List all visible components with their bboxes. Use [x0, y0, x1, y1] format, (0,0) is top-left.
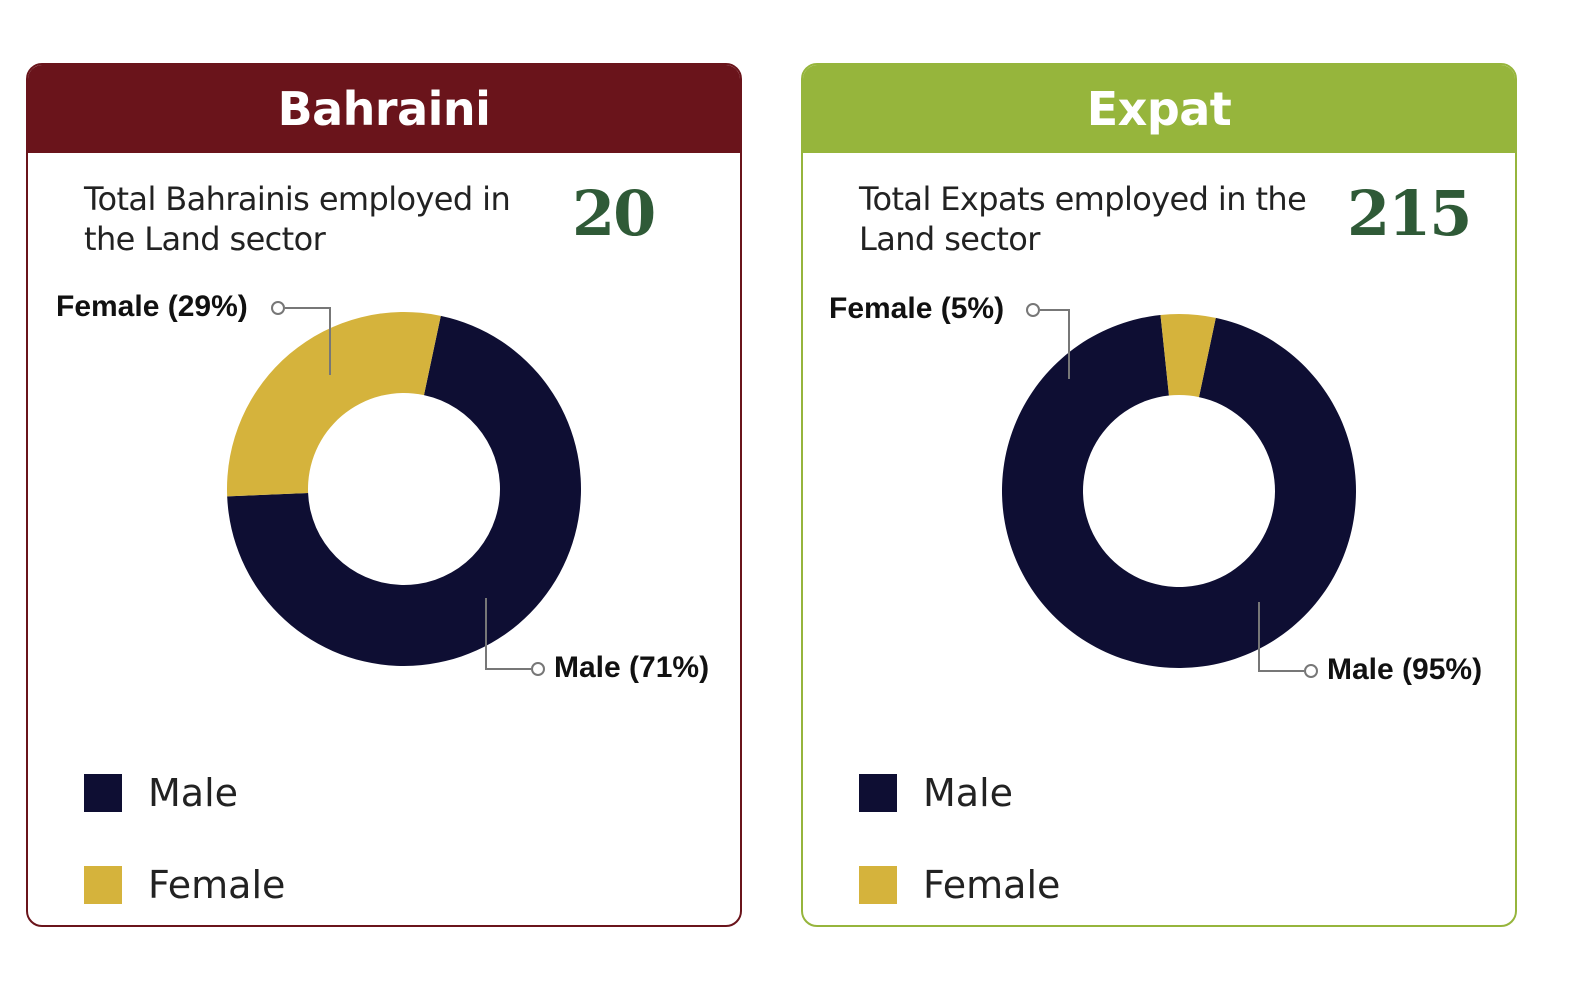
- bahraini-donut-chart: [227, 301, 581, 676]
- bahraini-legend: Male Female: [84, 747, 286, 925]
- female-leader-dot: [1026, 303, 1040, 317]
- expat-total-label: Total Expats employed in the Land sector: [859, 180, 1307, 258]
- legend-swatch-female: [84, 866, 122, 904]
- expat-male-callout: Male (95%): [1327, 653, 1483, 686]
- donut-slice-female: [1160, 314, 1216, 398]
- legend-swatch-male: [84, 774, 122, 812]
- female-leader-dot: [271, 301, 285, 315]
- male-leader-dot: [531, 662, 545, 676]
- expat-legend: Male Female: [859, 747, 1061, 925]
- expat-total-value: 215: [1347, 177, 1472, 250]
- legend-item-female: Female: [84, 839, 286, 925]
- donut-slice-female: [227, 312, 441, 497]
- bahraini-total-value: 20: [572, 177, 656, 250]
- female-leader-line: [285, 307, 331, 375]
- bahraini-female-callout: Female (29%): [56, 290, 248, 323]
- legend-item-female: Female: [859, 839, 1061, 925]
- male-leader-dot: [1304, 664, 1318, 678]
- expat-donut-chart: [1002, 303, 1356, 678]
- bahraini-card-header: Bahraini: [28, 65, 740, 153]
- legend-label-female: Female: [148, 863, 286, 907]
- bahraini-total-label: Total Bahrainis employed in the Land sec…: [84, 180, 511, 258]
- legend-swatch-male: [859, 774, 897, 812]
- male-leader-line: [1258, 602, 1304, 672]
- legend-label-female: Female: [923, 863, 1061, 907]
- expat-card-header: Expat: [803, 65, 1515, 153]
- bahraini-card: Bahraini Total Bahrainis employed in the…: [26, 63, 742, 927]
- male-leader-line: [485, 598, 531, 670]
- donut-slice-male: [227, 315, 581, 666]
- donut-slice-male: [1002, 314, 1356, 668]
- legend-label-male: Male: [923, 771, 1014, 815]
- legend-item-male: Male: [84, 747, 285, 839]
- legend-item-male: Male: [859, 747, 1060, 839]
- bahraini-male-callout: Male (71%): [554, 651, 710, 684]
- legend-swatch-female: [859, 866, 897, 904]
- legend-label-male: Male: [148, 771, 239, 815]
- female-leader-line: [1040, 309, 1070, 379]
- expat-female-callout: Female (5%): [829, 292, 1005, 325]
- expat-card: Expat Total Expats employed in the Land …: [801, 63, 1517, 927]
